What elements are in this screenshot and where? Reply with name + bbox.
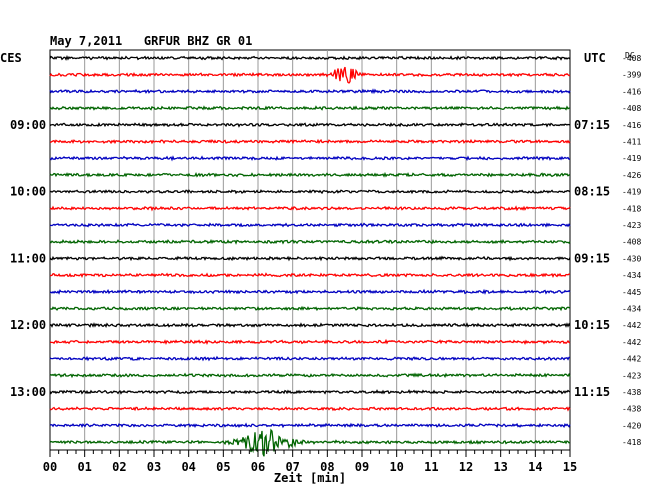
dc-value-label: -442 [622, 321, 641, 330]
left-timezone-label: CES [0, 51, 22, 65]
seismic-trace [49, 189, 571, 195]
minute-gridlines [84, 50, 536, 450]
seismic-trace [49, 322, 571, 329]
seismic-trace [49, 205, 571, 212]
left-hour-label: 09:00 [10, 118, 46, 132]
dc-value-label: -419 [622, 154, 641, 163]
left-hour-labels: 09:00 10:00 11:00 12:00 13:00 [10, 118, 46, 399]
dc-value-label: -434 [622, 305, 641, 314]
x-tick-label: 08 [320, 460, 334, 474]
x-axis-label: Zeit [min] [274, 471, 346, 485]
seismic-trace [49, 372, 571, 379]
dc-value-label: -438 [622, 388, 641, 397]
seismic-trace [49, 88, 571, 95]
dc-value-label: -418 [622, 438, 641, 447]
seismic-trace [49, 171, 571, 178]
x-tick-label: 13 [493, 460, 507, 474]
x-tick-label: 05 [216, 460, 230, 474]
dc-value-labels: -408 -399 -416 -408 -416 -411 -419 -426 -419 -418… [622, 54, 641, 447]
seismic-trace [49, 405, 571, 412]
right-hour-labels: 07:15 08:15 09:15 10:15 11:15 [574, 118, 610, 399]
x-tick-label: 15 [563, 460, 577, 474]
x-tick-label: 11 [424, 460, 438, 474]
right-hour-label: 10:15 [574, 318, 610, 332]
seismic-trace [49, 428, 571, 457]
seismic-traces [49, 54, 571, 457]
dc-header-label: DC [625, 51, 635, 60]
seismic-trace [49, 305, 571, 312]
dc-value-label: -420 [622, 421, 641, 430]
right-hour-label: 11:15 [574, 385, 610, 399]
seismic-trace [49, 255, 571, 262]
x-tick-label: 03 [147, 460, 161, 474]
seismic-trace [49, 66, 571, 84]
left-hour-label: 13:00 [10, 385, 46, 399]
x-tick-label: 10 [389, 460, 403, 474]
dc-value-label: -423 [622, 221, 641, 230]
left-hour-label: 12:00 [10, 318, 46, 332]
x-tick-label: 07 [285, 460, 299, 474]
right-hour-label: 09:15 [574, 251, 610, 265]
dc-value-label: -408 [622, 104, 641, 113]
seismic-trace [49, 54, 571, 61]
x-tick-label: 00 [43, 460, 57, 474]
seismic-trace [49, 272, 571, 278]
seismic-trace [49, 155, 570, 162]
chart-title: May 7,2011 GRFUR BHZ GR 01 [50, 34, 252, 48]
dc-value-label: -416 [622, 121, 641, 130]
x-tick-label: 01 [77, 460, 91, 474]
x-tick-label: 12 [459, 460, 473, 474]
seismic-trace [49, 389, 571, 395]
seismic-trace [49, 138, 571, 145]
x-tick-label: 06 [251, 460, 265, 474]
seismic-trace [49, 422, 571, 429]
dc-value-label: -416 [622, 87, 641, 96]
left-hour-label: 11:00 [10, 251, 46, 265]
seismic-trace [49, 222, 571, 228]
dc-value-label: -442 [622, 355, 641, 364]
x-tick-label: 09 [355, 460, 369, 474]
right-hour-label: 08:15 [574, 185, 610, 199]
dc-value-label: -419 [622, 188, 641, 197]
dc-value-label: -423 [622, 371, 641, 380]
dc-value-label: -430 [622, 254, 641, 263]
dc-value-label: -445 [622, 288, 641, 297]
dc-value-label: -442 [622, 338, 641, 347]
seismic-trace [49, 338, 571, 345]
dc-value-label: -434 [622, 271, 641, 280]
left-hour-label: 10:00 [10, 185, 46, 199]
dc-value-label: -399 [622, 71, 641, 80]
dc-value-label: -438 [622, 405, 641, 414]
x-axis: 00 01 02 03 04 05 06 07 08 09 10 11 12 13 14 15 [43, 449, 577, 474]
x-tick-label: 02 [112, 460, 126, 474]
x-tick-label: 14 [528, 460, 542, 474]
seismic-trace [49, 288, 571, 295]
right-hour-label: 07:15 [574, 118, 610, 132]
seismic-trace [49, 122, 571, 128]
dc-value-label: -408 [622, 238, 641, 247]
dc-value-label: -411 [622, 138, 641, 147]
dc-value-label: -408 [622, 54, 641, 63]
seismic-trace [49, 105, 570, 111]
dc-value-label: -426 [622, 171, 641, 180]
seismic-trace [49, 238, 571, 245]
dc-value-label: -418 [622, 204, 641, 213]
x-tick-label: 04 [181, 460, 195, 474]
right-timezone-label: UTC [584, 51, 606, 65]
seismic-trace [49, 355, 570, 362]
